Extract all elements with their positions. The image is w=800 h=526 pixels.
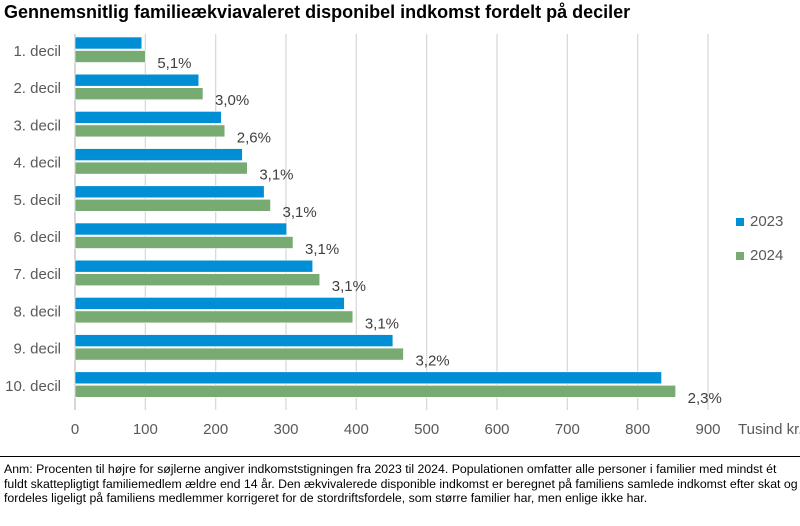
bar-2023 — [74, 297, 345, 310]
bar-2024 — [74, 310, 354, 324]
bar-2024 — [74, 199, 271, 212]
bar-2023 — [74, 334, 394, 347]
y-tick-label: 4. decil — [13, 155, 61, 172]
data-label: 3,0% — [215, 92, 249, 109]
data-label: 2,6% — [237, 129, 271, 146]
x-tick-label: 800 — [625, 421, 650, 438]
y-tick-label: 1. decil — [13, 43, 61, 60]
y-tick-label: 6. decil — [13, 229, 61, 246]
y-tick-label: 7. decil — [13, 266, 61, 283]
y-tick-label: 8. decil — [13, 303, 61, 320]
x-tick-label: 400 — [344, 421, 369, 438]
bar-chart: 0 100 200 300 400 500 600 700 800 900 Tusind kr. 1.… — [5, 34, 800, 438]
y-tick-label: 9. decil — [13, 341, 61, 358]
data-label: 3,1% — [332, 278, 366, 295]
bar-2023 — [74, 73, 200, 87]
bar-2024 — [74, 236, 294, 249]
data-label: 2,3% — [688, 390, 722, 407]
chart-title: Gennemsnitlig familieækviavaleret dispon… — [4, 2, 631, 22]
legend-swatch-2023 — [736, 217, 744, 226]
y-tick-label: 2. decil — [13, 80, 61, 97]
y-tick-label: 5. decil — [13, 192, 61, 209]
data-label: 3,1% — [259, 167, 293, 184]
bar-2024 — [74, 347, 404, 361]
bar-2023 — [74, 36, 143, 50]
bar-2023 — [74, 222, 288, 236]
data-label: 3,2% — [415, 353, 449, 370]
bar-2024 — [74, 50, 146, 63]
x-tick-label: 500 — [414, 421, 439, 438]
divider — [0, 456, 800, 457]
x-tick-label: 300 — [273, 421, 298, 438]
legend-label-2024: 2024 — [750, 247, 784, 264]
bar-2023 — [74, 259, 314, 273]
bar-2023 — [74, 111, 222, 124]
bar-2024 — [74, 124, 226, 138]
bar-2024 — [74, 384, 676, 398]
data-label: 3,1% — [305, 241, 339, 258]
y-tick-label: 10. decil — [5, 378, 61, 395]
x-tick-label: 900 — [695, 421, 720, 438]
bar-2024 — [74, 273, 321, 287]
legend-label-2023: 2023 — [750, 213, 784, 230]
bar-2023 — [74, 185, 265, 199]
x-tick-label: 600 — [484, 421, 509, 438]
x-tick-label: 100 — [133, 421, 158, 438]
legend-item-2023: 2023 — [736, 213, 783, 230]
legend-item-2024: 2024 — [736, 247, 783, 264]
data-label: 5,1% — [157, 55, 191, 72]
footnote: Anm: Procenten til højre for søjlerne an… — [4, 462, 798, 505]
bar-2024 — [74, 161, 248, 175]
bar-2023 — [74, 371, 662, 385]
y-tick-label: 3. decil — [13, 117, 61, 134]
bar-2023 — [74, 148, 243, 161]
x-tick-label: 700 — [555, 421, 580, 438]
data-label: 3,1% — [283, 204, 317, 221]
legend-swatch-2024 — [736, 251, 744, 260]
x-tick-label: 0 — [71, 421, 79, 438]
x-axis-label: Tusind kr. — [738, 421, 800, 438]
x-tick-label: 200 — [203, 421, 228, 438]
bar-2024 — [74, 87, 204, 100]
data-label: 3,1% — [365, 315, 399, 332]
